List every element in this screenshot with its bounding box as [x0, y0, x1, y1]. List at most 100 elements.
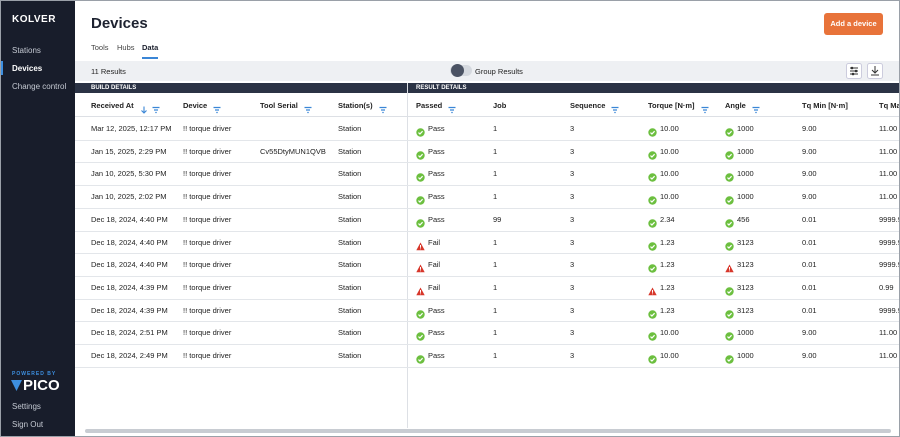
column-header[interactable]: Received At [91, 101, 134, 110]
pass-icon [648, 238, 657, 251]
table-cell: Pass [428, 214, 445, 224]
table-cell: Station [338, 305, 362, 315]
table-cell: Station [338, 260, 362, 270]
table-cell: 9.00 [802, 169, 817, 179]
table-cell: 9.00 [802, 328, 817, 338]
column-header [75, 93, 899, 117]
table-cell: Cv55DtyMUN1QVB [260, 146, 326, 156]
pass-icon [648, 169, 657, 183]
pass-icon [648, 215, 657, 228]
table-cell: Station [338, 351, 362, 360]
table-cell: 3123 [737, 260, 754, 270]
powered-by: POWERED BY [12, 371, 57, 377]
table-cell: 10.00 [660, 351, 679, 360]
column-header[interactable]: Device [183, 101, 208, 110]
pass-icon [648, 328, 657, 341]
pass-icon [416, 192, 425, 205]
brand: KOLVER [12, 14, 56, 25]
nav-item[interactable]: Change control [12, 82, 67, 91]
pass-icon [648, 192, 657, 205]
table-cell: 3 [570, 192, 575, 202]
column-header[interactable]: Job [493, 101, 507, 110]
pass-icon [416, 215, 425, 228]
column-header[interactable]: Angle [725, 101, 746, 110]
table-cell: 1000 [737, 351, 754, 360]
toolbar [75, 61, 899, 81]
table-cell: !! torque driver [183, 282, 232, 292]
table-cell: 2.34 [660, 214, 675, 224]
table-cell: 1000 [737, 328, 754, 338]
page-title: Devices [91, 15, 148, 32]
column-header[interactable]: Tq Min [N·m] [802, 101, 848, 110]
table-cell: 10.00 [660, 124, 679, 133]
column-header[interactable]: Tool Serial [260, 101, 298, 110]
pass-icon [416, 306, 425, 319]
column-header[interactable]: Sequence [570, 101, 606, 110]
nav-item[interactable]: Stations [12, 46, 41, 55]
table-cell: 1 [493, 305, 498, 315]
toggle-knob[interactable] [451, 64, 464, 77]
fail-icon [416, 260, 425, 273]
table-cell: 3 [570, 351, 575, 360]
table-cell: 0.01 [802, 305, 817, 315]
filter-icon [701, 101, 710, 114]
table-cell: 3123 [737, 282, 754, 292]
group-label: RESULT DETAILS [416, 85, 467, 91]
table-cell: Dec 18, 2024, 4:40 PM [91, 237, 168, 247]
column-header[interactable]: Torque [N·m] [648, 101, 695, 110]
table-cell: 1000 [737, 146, 754, 156]
table-cell: Pass [428, 305, 445, 315]
pass-icon [725, 351, 734, 364]
fail-icon [648, 283, 657, 296]
table-cell: Jan 10, 2025, 2:02 PM [91, 192, 167, 202]
sort-icon [140, 101, 149, 114]
table-cell: !! torque driver [183, 124, 232, 133]
column-header[interactable]: Station(s) [338, 101, 373, 110]
column-header[interactable]: Tq Max [N·m] [879, 101, 899, 110]
nav-item[interactable]: Sign Out [12, 420, 44, 429]
pass-icon [648, 147, 657, 160]
table-cell: 1000 [737, 124, 754, 133]
table-cell: Jan 10, 2025, 5:30 PM [91, 169, 167, 179]
group-divider [407, 83, 408, 428]
column-header[interactable]: Passed [416, 101, 443, 110]
fail-icon [416, 283, 425, 296]
pico-logo: PICO [23, 377, 60, 394]
table-cell: Station [338, 124, 362, 133]
table-cell: !! torque driver [183, 169, 232, 179]
settings-icon[interactable] [846, 63, 862, 79]
filter-icon [152, 101, 161, 114]
table-cell: 1 [493, 192, 498, 202]
download-icon[interactable] [867, 63, 883, 79]
table-cell: 1000 [737, 192, 754, 202]
tab[interactable]: Data [142, 43, 159, 59]
table-cell: 9.00 [802, 351, 817, 360]
pass-icon [648, 306, 657, 319]
pass-icon [416, 328, 425, 341]
row-divider [75, 230, 899, 232]
table-cell: 10.00 [660, 146, 679, 156]
nav-item[interactable]: Settings [12, 402, 41, 411]
filter-icon [304, 101, 313, 114]
nav-item[interactable]: Devices [12, 64, 43, 73]
nav-active-bar [1, 61, 3, 75]
table-cell: 1 [493, 169, 498, 179]
sidebar: KOLVER POWERED BY PICO Stations Devices Ch… [1, 1, 75, 436]
table-cell: 1 [493, 328, 498, 338]
table-cell: 3123 [737, 237, 754, 247]
tab[interactable]: Tools [91, 43, 109, 52]
table-cell: 10.00 [660, 328, 679, 338]
pass-icon [725, 328, 734, 341]
tab[interactable]: Hubs [117, 43, 135, 52]
toggle-label: Group Results [475, 67, 523, 76]
scrollbar[interactable] [85, 429, 891, 433]
table-cell: Jan 15, 2025, 2:29 PM [91, 146, 167, 156]
pass-icon [725, 238, 734, 251]
table-cell: 3 [570, 328, 575, 338]
add-device-button[interactable]: Add a device [824, 13, 883, 35]
table-cell: 1 [493, 237, 498, 247]
table-cell: 0.01 [802, 282, 817, 292]
table-cell: 9.00 [802, 146, 817, 156]
table-cell: 0.01 [802, 260, 817, 270]
